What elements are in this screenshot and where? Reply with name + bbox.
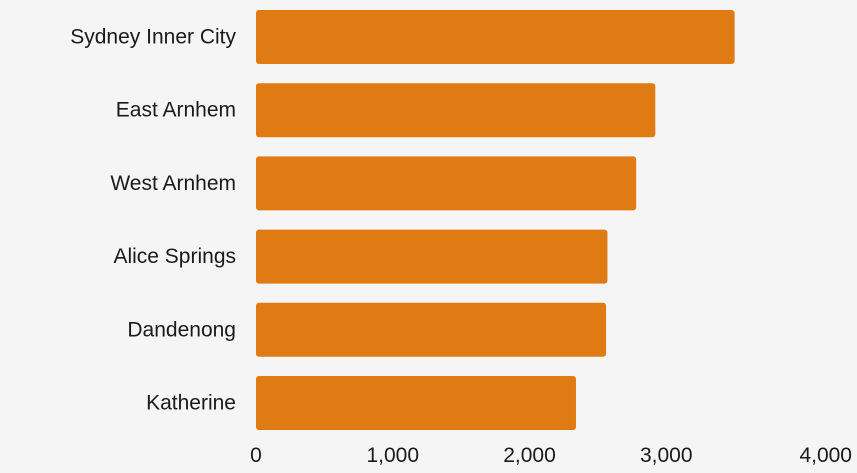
- category-label: Sydney Inner City: [70, 26, 236, 49]
- x-tick-label: 1,000: [366, 444, 419, 467]
- bar-east-arnhem: [256, 83, 656, 138]
- bar-west-arnhem: [256, 156, 637, 211]
- category-label: Katherine: [146, 392, 236, 415]
- category-label: Dandenong: [127, 318, 236, 341]
- bar-sydney-inner-city: [256, 10, 735, 64]
- x-axis-ticks: 0 1,000 2,000 3,000 4,000: [250, 444, 852, 467]
- x-tick-label: 0: [250, 444, 262, 467]
- category-label: Alice Springs: [113, 245, 236, 268]
- bar-dandenong: [256, 302, 607, 357]
- category-label: West Arnhem: [110, 172, 236, 195]
- x-tick-label: 3,000: [640, 444, 693, 467]
- x-tick-label: 2,000: [503, 444, 556, 467]
- bar-katherine: [256, 376, 576, 430]
- bar-alice-springs: [256, 229, 608, 284]
- bars-group: [256, 10, 735, 430]
- x-tick-label: 4,000: [799, 444, 852, 467]
- category-labels: Sydney Inner City East Arnhem West Arnhem A…: [70, 26, 236, 415]
- category-label: East Arnhem: [116, 99, 236, 122]
